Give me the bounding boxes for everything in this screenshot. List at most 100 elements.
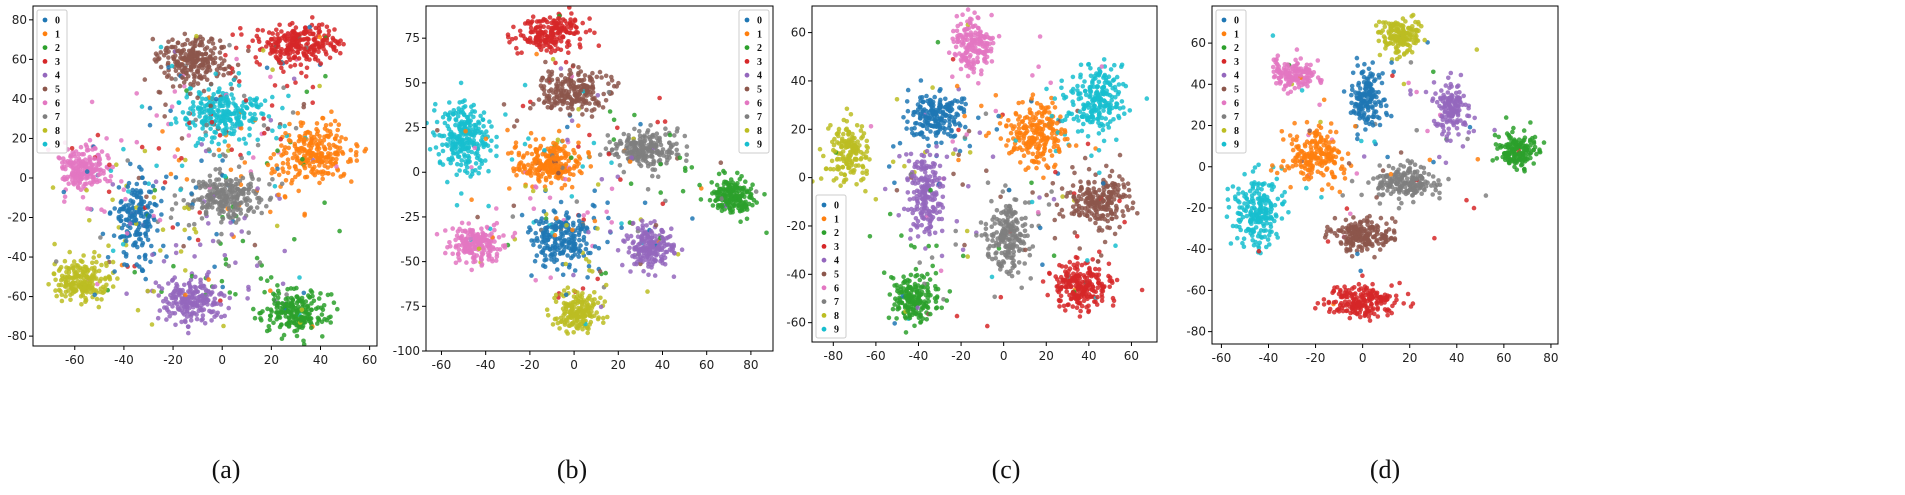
point-class-3 [331,37,336,43]
point-class-9 [488,148,493,153]
point-class-7 [217,166,223,172]
point-class-2 [184,88,189,93]
point-class-4 [209,318,214,323]
point-class-3 [568,23,574,29]
point-class-3 [223,52,228,58]
point-class-4 [631,239,636,244]
point-class-3 [303,74,309,79]
point-class-9 [472,122,477,128]
point-class-3 [195,237,201,243]
point-class-2 [267,317,273,323]
point-class-9 [221,103,226,109]
point-class-6 [76,151,82,157]
point-class-0 [642,200,648,206]
point-class-5 [565,77,571,82]
point-class-3 [269,48,275,54]
point-class-6 [450,251,456,257]
point-class-3 [95,132,101,138]
point-class-9 [190,108,196,113]
point-class-7 [219,220,224,225]
point-class-6 [89,170,94,176]
point-class-2 [319,312,325,317]
point-class-4 [615,248,621,253]
point-class-7 [205,193,211,198]
point-class-2 [707,197,713,203]
point-class-8 [106,274,112,279]
point-class-3 [275,31,280,37]
point-class-5 [606,81,611,86]
point-class-3 [310,15,315,20]
point-class-0 [578,243,583,248]
point-class-3 [279,65,284,71]
point-class-4 [193,274,198,280]
point-class-8 [559,292,564,297]
point-class-1 [538,161,544,167]
point-class-4 [242,215,247,221]
point-class-8 [92,249,97,255]
point-class-6 [268,74,273,80]
point-class-0 [566,240,572,246]
point-class-2 [737,176,743,182]
point-class-3 [295,49,300,55]
point-class-1 [354,158,360,163]
point-class-6 [494,206,499,211]
x-tick-label: 60 [362,353,377,367]
point-class-1 [317,180,322,186]
point-class-5 [616,80,621,86]
point-class-7 [653,150,659,155]
point-class-9 [197,136,203,141]
point-class-0 [264,65,270,71]
point-class-7 [621,149,626,154]
point-class-4 [186,330,191,336]
point-class-9 [494,153,499,159]
point-class-4 [660,260,665,266]
point-class-8 [317,83,322,89]
point-class-1 [268,155,274,161]
point-class-9 [470,168,476,174]
point-class-0 [139,167,144,172]
point-class-1 [533,137,539,142]
point-class-6 [470,242,476,248]
point-class-4 [239,229,244,234]
point-class-1 [588,164,594,169]
point-class-9 [446,126,452,132]
point-class-9 [470,127,476,132]
point-class-4 [641,268,646,274]
point-class-9 [262,98,268,103]
point-class-0 [164,254,169,259]
point-class-2 [294,333,300,339]
point-class-9 [462,146,468,152]
point-class-3 [541,24,546,30]
point-class-9 [442,120,448,126]
point-class-8 [569,303,575,309]
point-class-7 [645,128,651,133]
point-class-4 [162,305,167,310]
point-class-1 [280,160,286,166]
point-class-0 [539,216,545,221]
point-class-7 [259,210,265,216]
point-class-1 [571,166,577,171]
legend-marker [42,31,48,37]
point-class-9 [234,116,239,121]
point-class-6 [121,187,127,192]
point-class-3 [338,38,343,43]
point-class-9 [619,221,624,226]
point-class-3 [302,31,308,37]
point-class-8 [575,290,580,295]
point-class-8 [586,295,591,301]
point-class-5 [221,67,227,72]
point-class-9 [208,126,213,132]
point-class-3 [289,40,295,46]
point-class-1 [297,147,302,153]
point-class-8 [562,309,567,314]
point-class-1 [282,148,287,153]
point-class-3 [301,50,306,56]
point-class-1 [311,159,316,165]
point-class-1 [332,118,338,124]
point-class-7 [646,148,652,154]
point-class-5 [197,42,203,48]
point-class-3 [302,46,307,51]
point-class-8 [80,293,86,298]
point-class-4 [153,280,159,286]
point-class-8 [580,319,586,325]
